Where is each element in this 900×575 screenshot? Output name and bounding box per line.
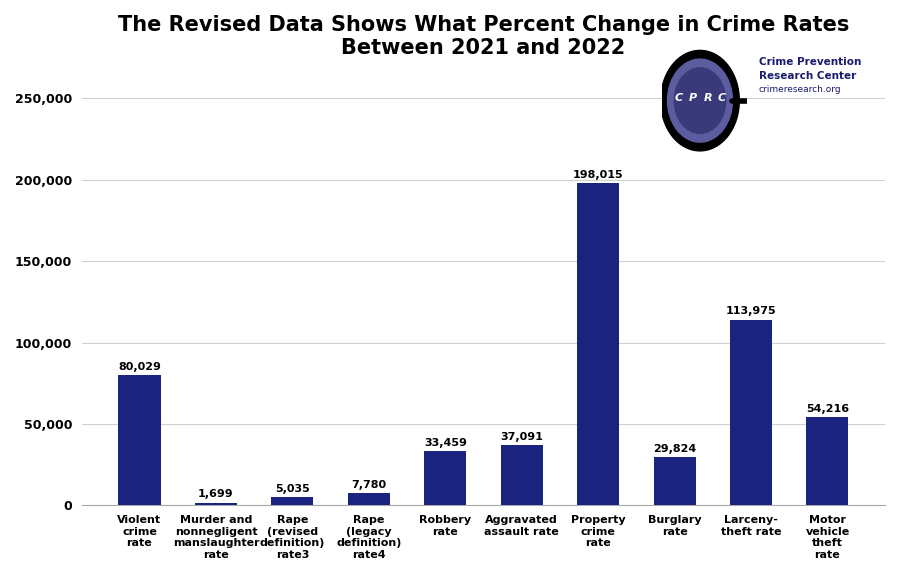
Bar	[272, 497, 313, 505]
Text: Research Center: Research Center	[759, 71, 856, 81]
Bar	[577, 183, 619, 505]
Text: 54,216: 54,216	[806, 404, 849, 414]
Bar	[653, 457, 696, 505]
Text: 5,035: 5,035	[275, 484, 310, 494]
Bar	[347, 493, 390, 505]
Text: 198,015: 198,015	[572, 170, 624, 179]
Text: 33,459: 33,459	[424, 438, 467, 448]
Bar	[119, 375, 160, 505]
Bar	[730, 320, 772, 505]
Text: 29,824: 29,824	[653, 444, 697, 454]
Circle shape	[668, 59, 733, 142]
Text: P: P	[689, 94, 698, 104]
Text: 113,975: 113,975	[725, 306, 777, 316]
Bar	[424, 451, 466, 505]
Circle shape	[661, 51, 739, 151]
Circle shape	[674, 68, 725, 133]
Text: R: R	[704, 94, 712, 104]
Title: The Revised Data Shows What Percent Change in Crime Rates
Between 2021 and 2022: The Revised Data Shows What Percent Chan…	[118, 15, 850, 58]
Text: Crime Prevention: Crime Prevention	[759, 57, 861, 67]
Text: 7,780: 7,780	[351, 480, 386, 489]
Bar	[806, 417, 849, 505]
Text: crimeresearch.org: crimeresearch.org	[759, 85, 842, 94]
Bar	[195, 503, 237, 505]
Bar	[500, 445, 543, 505]
Text: 80,029: 80,029	[118, 362, 161, 372]
Text: 1,699: 1,699	[198, 489, 234, 500]
Text: 37,091: 37,091	[500, 432, 543, 442]
Text: C: C	[674, 94, 683, 104]
Text: C: C	[717, 94, 725, 104]
